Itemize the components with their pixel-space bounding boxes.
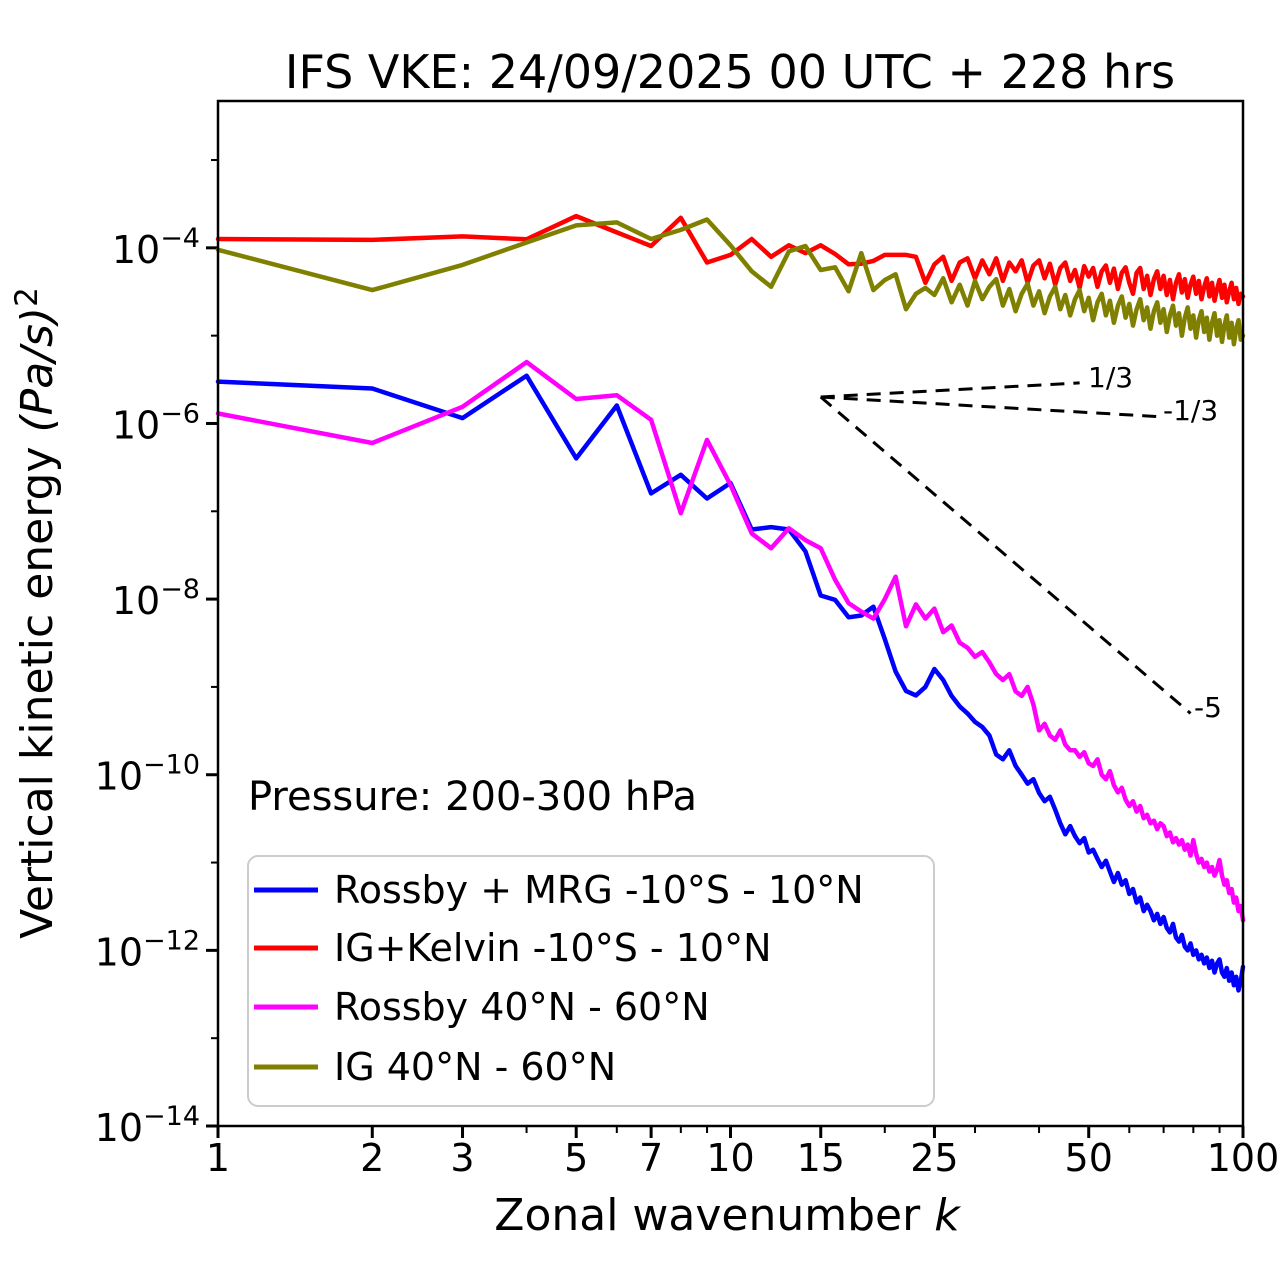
ref-slope-label-minus-five: -5 [1194, 691, 1222, 724]
x-axis-ticks: 1 2 3 5 7 10 15 25 50 100 [206, 1126, 1279, 1180]
x-tick-label: 5 [564, 1136, 588, 1180]
x-tick-label: 100 [1207, 1136, 1280, 1180]
x-axis-label-text: Zonal wavenumber [494, 1190, 934, 1241]
x-tick-label: 7 [639, 1136, 663, 1180]
series-line-ig-40-n-60-n [215, 217, 1246, 347]
ref-slope-label-plus-third: 1/3 [1088, 361, 1133, 394]
y-axis-ticks: 10−4 10−6 10−8 10−10 10−12 10−14 [95, 159, 218, 1150]
x-tick-label: 50 [1065, 1136, 1113, 1180]
legend-label: IG 40°N - 60°N [334, 1045, 616, 1089]
series-line-ig-kelvin-10-s-10-n [215, 213, 1246, 307]
series-lines [215, 213, 1246, 993]
y-axis-label-unit: (Pa/s) [12, 307, 63, 433]
y-tick-label: 10−4 [112, 223, 200, 272]
plot-area: 1 2 3 5 7 10 15 25 50 10010−410−610−810−1010−1210… [95, 159, 1279, 1180]
x-axis-label: Zonal wavenumber k [494, 1190, 961, 1241]
legend-label: Rossby + MRG -10°S - 10°N [334, 868, 864, 912]
x-tick-label: 25 [910, 1136, 958, 1180]
ref-slope-label-minus-third: -1/3 [1163, 394, 1218, 427]
x-axis-label-var: k [934, 1190, 961, 1241]
x-tick-label: 15 [797, 1136, 845, 1180]
x-tick-label: 1 [206, 1136, 230, 1180]
legend-item-rossby-midlat: Rossby 40°N - 60°N [254, 985, 710, 1029]
series-line-rossby-40-n-60-n [215, 359, 1246, 923]
legend-box [247, 855, 935, 1107]
legend-item-ig-kelvin-tropics: IG+Kelvin -10°S - 10°N [254, 926, 772, 970]
y-tick-label: 10−8 [112, 574, 200, 623]
y-tick-label: 10−6 [112, 398, 200, 447]
ref-line-slope-5 [819, 395, 1192, 715]
plot-frame [216, 99, 1245, 1128]
y-axis-label: Vertical kinetic energy (Pa/s)2 [9, 287, 63, 939]
legend-label: IG+Kelvin -10°S - 10°N [334, 926, 772, 970]
x-tick-label: 10 [706, 1136, 754, 1180]
legend-label: Rossby 40°N - 60°N [334, 985, 710, 1029]
series-line-rossby-mrg-10-s-10-n [215, 373, 1246, 993]
ref-line-slope-1-3 [820, 395, 1158, 419]
y-axis-label-text: Vertical kinetic energy [12, 433, 63, 939]
legend: Rossby + MRG -10°S - 10°N IG+Kelvin -10°… [247, 855, 935, 1107]
y-tick-label: 10−14 [95, 1101, 200, 1150]
legend-item-ig-midlat: IG 40°N - 60°N [254, 1045, 616, 1089]
ref-line-slope-1-3 [820, 381, 1080, 399]
y-axis-label-exponent: 2 [9, 287, 45, 307]
x-tick-label: 2 [360, 1136, 384, 1180]
y-tick-label: 10−12 [95, 925, 200, 974]
y-tick-label: 10−10 [95, 750, 200, 799]
legend-item-rossby-mrg-tropics: Rossby + MRG -10°S - 10°N [254, 868, 864, 912]
chart-title: IFS VKE: 24/09/2025 00 UTC + 228 hrs [285, 45, 1175, 99]
reference-lines [819, 381, 1192, 715]
x-tick-label: 3 [450, 1136, 474, 1180]
pressure-annotation: Pressure: 200-300 hPa [248, 774, 697, 820]
